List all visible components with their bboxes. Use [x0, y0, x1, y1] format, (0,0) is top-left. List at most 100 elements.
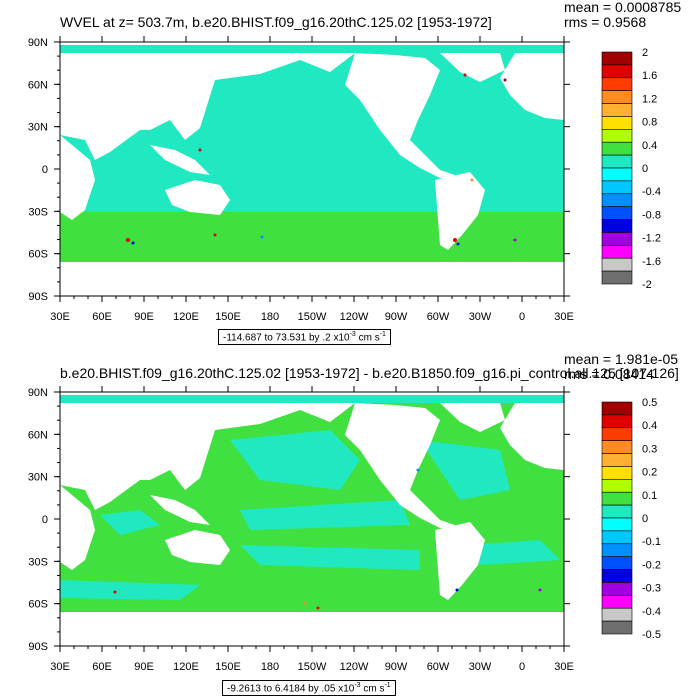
- rms-label: rms = 0.08414: [564, 366, 654, 382]
- x-tick-label: 30E: [50, 311, 70, 323]
- colorbar-label: 0.5: [642, 397, 657, 409]
- x-tick-label: 120E: [173, 661, 199, 673]
- colorbar-label: 0: [642, 163, 648, 175]
- x-tick-label: 150E: [215, 661, 241, 673]
- x-tick-label: 60E: [92, 661, 112, 673]
- x-tick-label: 150W: [298, 661, 327, 673]
- colorbar-label: 0.4: [642, 420, 657, 432]
- colorbar-swatch: [601, 141, 633, 156]
- x-tick-label: 0: [519, 311, 525, 323]
- x-tick-label: 30W: [469, 661, 492, 673]
- axes-bottom: 30E 60E 90E 120E 150E 180 150W 120W 90W 60W 30W 0 30…: [28, 386, 574, 673]
- map-plot-bottom: 30E 60E 90E 120E 150E 180 150W 120W 90W 60W 30W 0 30…: [28, 386, 661, 673]
- land-masses: [60, 53, 564, 296]
- rms-label: rms = 0.9568: [564, 14, 647, 30]
- colorbar-swatch: [601, 504, 633, 519]
- colorbar-swatch: [601, 440, 633, 454]
- colorbar-swatch: [601, 257, 633, 272]
- chart-panel-top: 30E 60E 90E 120E 150E 180 150W 120W 90W 60W 30W 0 30…: [28, 0, 682, 346]
- contour-info-units: cm s: [355, 332, 380, 344]
- x-tick-label: 30W: [469, 311, 492, 323]
- y-tick-label: 30N: [28, 472, 48, 484]
- x-tick-label: 150E: [215, 311, 241, 323]
- contour-info-units-exponent: -1: [384, 682, 391, 689]
- contour-info-units: cm s: [360, 683, 385, 695]
- colorbar-label: 0.4: [642, 140, 657, 152]
- colorbar-swatch: [601, 595, 633, 609]
- map-field: [60, 45, 564, 296]
- colorbar-label: -0.4: [642, 606, 661, 618]
- x-tick-label: 120E: [173, 311, 199, 323]
- x-tick-label: 180: [261, 311, 279, 323]
- y-tick-label: 30S: [28, 556, 48, 568]
- y-tick-label: 60S: [28, 599, 48, 611]
- colorbar-swatch: [601, 90, 633, 104]
- x-tick-label: 30E: [50, 661, 70, 673]
- colorbar-label: 0.1: [642, 490, 657, 502]
- colorbar-swatch: [601, 414, 633, 429]
- map-plot-top: 30E 60E 90E 120E 150E 180 150W 120W 90W 60W 30W 0 30…: [28, 36, 661, 323]
- colorbar-swatch: [601, 77, 633, 91]
- colorbar-swatch: [601, 103, 633, 117]
- colorbar-swatch: [601, 530, 633, 545]
- x-tick-label: 90W: [385, 311, 408, 323]
- colorbar-swatch: [601, 479, 633, 493]
- contour-info-exponent: -3: [349, 331, 356, 338]
- colorbar-swatch: [601, 219, 633, 233]
- colorbar-swatch: [601, 116, 633, 130]
- contour-info-exponent: -3: [354, 682, 361, 689]
- contour-info-box: -114.687 to 73.531 by .2 x10-3 cm s-1: [218, 329, 391, 346]
- colorbar-label: -0.2: [642, 559, 661, 571]
- mean-label: mean = 1.981e-05: [564, 351, 679, 367]
- colorbar-swatch: [601, 180, 633, 195]
- mean-label: mean = 0.0008785: [564, 0, 682, 15]
- x-tick-label: 60W: [427, 661, 450, 673]
- colorbar-swatch: [601, 401, 633, 416]
- colorbar-swatch: [601, 517, 633, 532]
- y-tick-label: 60N: [28, 429, 48, 441]
- colorbar-swatch: [601, 491, 633, 506]
- colorbar-bottom: 0.5 0.4 0.3 0.2 0.1 0 -0.1 -0.2 -0.3 -0.4 -0.5: [601, 397, 661, 641]
- x-tick-label: 120W: [340, 661, 369, 673]
- chart-panel-bottom: 30E 60E 90E 120E 150E 180 150W 120W 90W 60W 30W 0 30…: [0, 350, 700, 700]
- colorbar-swatch: [601, 543, 633, 557]
- x-tick-label: 60E: [92, 311, 112, 323]
- colorbar-swatch: [601, 427, 633, 441]
- y-tick-label: 60S: [28, 249, 48, 261]
- land-masses: [60, 403, 564, 646]
- colorbar-label: 2: [642, 47, 648, 59]
- colorbar-label: 0: [642, 513, 648, 525]
- x-tick-label: 30E: [554, 661, 574, 673]
- x-tick-label: 0: [519, 661, 525, 673]
- x-tick-label: 120W: [340, 311, 369, 323]
- x-tick-label: 90W: [385, 661, 408, 673]
- colorbar-swatch: [601, 607, 633, 622]
- colorbar-label: 1.2: [642, 93, 657, 105]
- y-tick-label: 90S: [28, 291, 48, 303]
- contour-info-text: -9.2613 to 6.4184 by .05 x10: [227, 683, 355, 695]
- y-tick-label: 90N: [28, 387, 48, 399]
- y-tick-label: 60N: [28, 79, 48, 91]
- colorbar-top: 2 1.6 1.2 0.8 0.4 0 -0.4 -0.8 -1.2 -1.6 -2: [601, 47, 661, 291]
- colorbar-swatch: [601, 154, 633, 169]
- colorbar-label: -0.5: [642, 629, 661, 641]
- coastal-extremes: [126, 73, 517, 246]
- colorbar-label: 1.6: [642, 70, 657, 82]
- colorbar-label: -2: [642, 279, 652, 291]
- colorbar-swatch: [601, 129, 633, 143]
- colorbar-swatch: [601, 270, 633, 285]
- colorbar-swatch: [601, 453, 633, 467]
- colorbar-swatch: [601, 51, 633, 66]
- colorbar-swatch: [601, 206, 633, 220]
- colorbar-label: -0.8: [642, 209, 661, 221]
- colorbar-label: 0.8: [642, 117, 657, 129]
- y-tick-label: 0: [42, 514, 48, 526]
- x-tick-label: 30E: [554, 311, 574, 323]
- x-tick-label: 60W: [427, 311, 450, 323]
- axes-top: 30E 60E 90E 120E 150E 180 150W 120W 90W 60W 30W 0 30…: [28, 36, 574, 323]
- x-tick-label: 90E: [134, 311, 154, 323]
- colorbar-swatch: [601, 64, 633, 79]
- coastal-extremes: [113, 468, 542, 610]
- secondary-patches: [60, 395, 564, 600]
- contour-info-units-exponent: -1: [379, 331, 386, 338]
